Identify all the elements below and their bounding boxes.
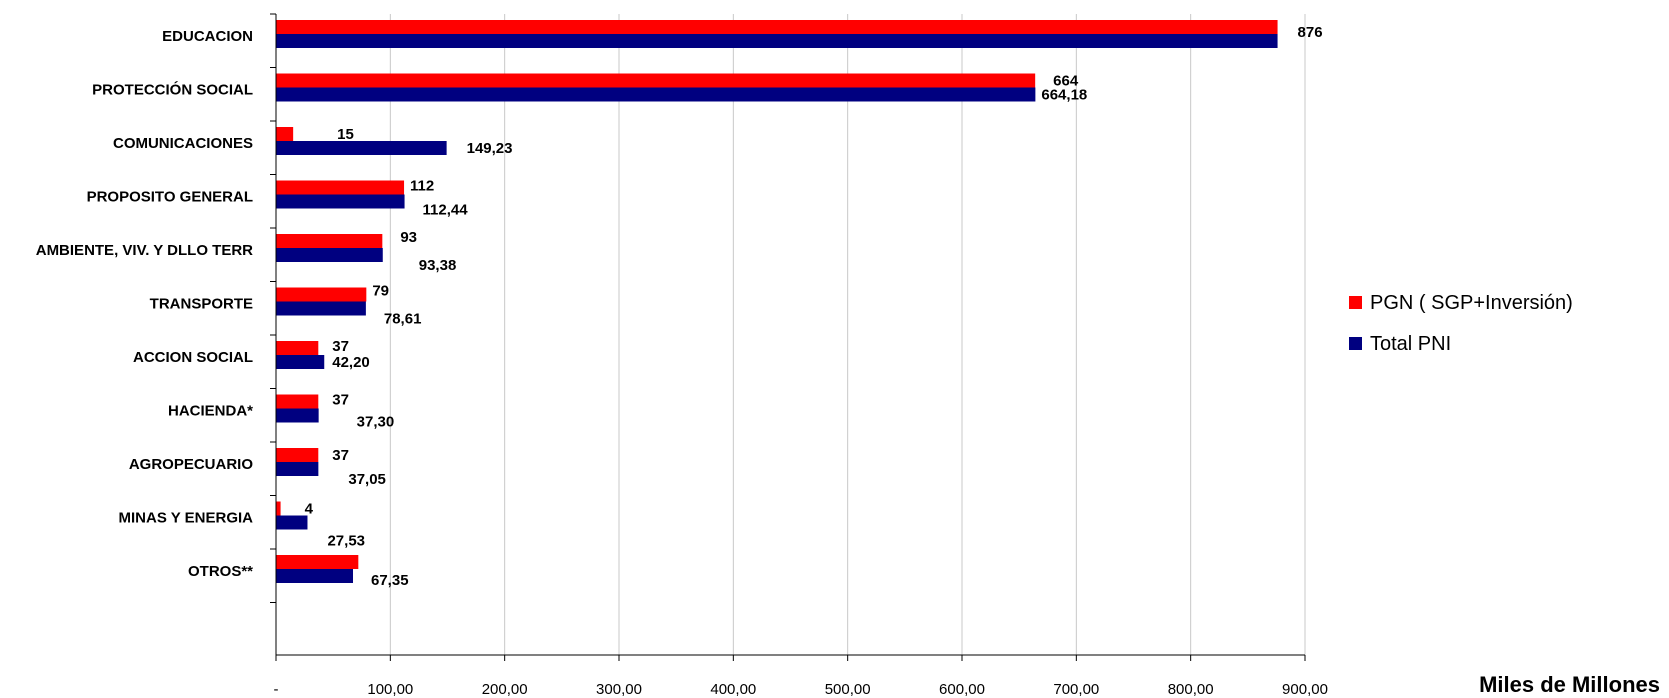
- data-label-pgn: 37: [332, 392, 349, 409]
- bar-pgn: [276, 180, 405, 195]
- bar-pgn: [276, 448, 319, 462]
- legend: PGN ( SGP+Inversión) Total PNI: [1349, 292, 1573, 355]
- data-label-total-pni: 42,20: [332, 354, 370, 371]
- data-label-total-pni: 664,18: [1041, 87, 1087, 104]
- x-tick-label: 500,00: [825, 681, 871, 698]
- category-label: EDUCACION: [162, 28, 253, 45]
- x-axis-unit-label: Miles de Millones: [1479, 672, 1660, 697]
- data-label-total-pni: 78,61: [384, 311, 422, 328]
- bar-pgn: [276, 341, 319, 355]
- bar-total-pni: [276, 515, 308, 530]
- gridlines: [389, 14, 1306, 655]
- bar-total-pni: [276, 301, 366, 316]
- bar-total-pni: [276, 87, 1036, 102]
- data-label-pgn: 664: [1053, 73, 1079, 90]
- bar-pgn: [276, 234, 383, 248]
- x-tick-label: 100,00: [367, 681, 413, 698]
- bar-total-pni: [276, 408, 319, 423]
- category-label: COMUNICACIONES: [113, 135, 253, 152]
- bar-pgn: [276, 394, 319, 409]
- bar-total-pni: [276, 141, 447, 155]
- bars: [276, 20, 1278, 583]
- data-label-pgn: 4: [305, 501, 314, 518]
- data-label-total-pni: 37,05: [348, 471, 386, 488]
- x-tick-label: 400,00: [710, 681, 756, 698]
- data-label-total-pni: 93,38: [419, 257, 457, 274]
- legend-label-pgn: PGN ( SGP+Inversión): [1370, 292, 1573, 314]
- data-label-total-pni: 112,44: [423, 202, 469, 219]
- legend-label-total-pni: Total PNI: [1370, 333, 1451, 355]
- axes: [270, 13, 1306, 661]
- x-tick-label: 700,00: [1053, 681, 1099, 698]
- x-tick-label: 300,00: [596, 681, 642, 698]
- x-tick-label: 800,00: [1168, 681, 1214, 698]
- bar-pgn: [276, 20, 1278, 34]
- legend-swatch-total-pni: [1349, 337, 1362, 350]
- bar-total-pni: [276, 569, 354, 583]
- category-label: PROPOSITO GENERAL: [87, 189, 253, 206]
- category-label: OTROS**: [188, 563, 253, 580]
- data-label-total-pni: 27,53: [327, 533, 365, 550]
- data-label-pgn: 37: [332, 338, 349, 355]
- bar-pgn: [276, 501, 281, 516]
- data-label-pgn: 93: [400, 229, 417, 246]
- data-label-total-pni: 67,35: [371, 572, 409, 589]
- bar-pgn: [276, 73, 1036, 88]
- category-label: AMBIENTE, VIV. Y DLLO TERR: [36, 242, 253, 259]
- category-label: PROTECCIÓN SOCIAL: [92, 81, 253, 99]
- data-label-pgn: 876: [1298, 24, 1323, 41]
- category-label: HACIENDA*: [168, 403, 253, 420]
- bar-total-pni: [276, 34, 1278, 48]
- x-tick-labels: - 100,00 200,00 300,00 400,00 500,00 600,00 700…: [274, 681, 1328, 698]
- category-labels: EDUCACION PROTECCIÓN SOCIAL COMUNICACIONES…: [36, 28, 254, 580]
- data-label-pgn: 79: [372, 283, 389, 300]
- data-label-pgn: 15: [337, 126, 354, 143]
- bar-total-pni: [276, 355, 325, 369]
- bar-pgn: [276, 127, 294, 141]
- x-tick-label: 600,00: [939, 681, 985, 698]
- x-tick-label: -: [274, 681, 279, 698]
- bar-total-pni: [276, 462, 319, 476]
- x-tick-label: 200,00: [482, 681, 528, 698]
- bar-total-pni: [276, 248, 383, 262]
- category-label: MINAS Y ENERGIA: [119, 510, 254, 527]
- category-label: AGROPECUARIO: [129, 456, 254, 473]
- category-label: ACCION SOCIAL: [133, 349, 253, 366]
- data-label-total-pni: 149,23: [467, 140, 513, 157]
- category-label: TRANSPORTE: [150, 296, 253, 313]
- data-label-total-pni: 37,30: [357, 414, 395, 431]
- legend-swatch-pgn: [1349, 296, 1362, 309]
- x-tick-label: 900,00: [1282, 681, 1328, 698]
- data-label-pgn: 112: [410, 178, 434, 195]
- bar-total-pni: [276, 194, 405, 209]
- data-label-pgn: 37: [332, 447, 349, 464]
- bar-pgn: [276, 555, 359, 569]
- bar-pgn: [276, 287, 367, 302]
